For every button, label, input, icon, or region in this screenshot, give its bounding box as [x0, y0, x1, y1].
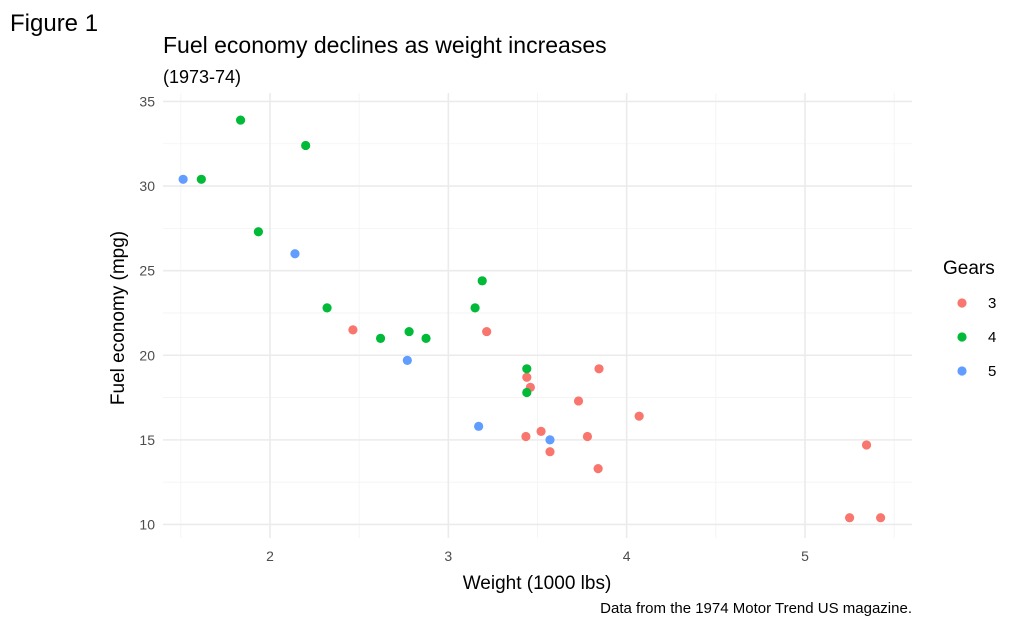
- data-point-gear-5: [402, 355, 412, 365]
- data-point-gear-4: [235, 115, 246, 125]
- data-point-gear-3: [348, 325, 358, 335]
- legend: Gears 3 4 5: [943, 258, 996, 380]
- legend-label-5: 5: [988, 363, 996, 380]
- data-point-gear-3: [634, 411, 644, 421]
- data-point-gear-4: [196, 174, 206, 184]
- data-point-gear-4: [253, 227, 264, 237]
- data-point-gear-5: [178, 174, 188, 184]
- y-tick-label: 35: [139, 93, 155, 109]
- data-point-gear-3: [593, 464, 603, 474]
- y-axis-title: Fuel economy (mpg): [108, 231, 129, 405]
- y-tick-label: 15: [139, 432, 155, 448]
- data-point-gear-3: [482, 326, 492, 337]
- figure-label: Figure 1: [10, 10, 99, 37]
- data-point-gear-5: [545, 435, 555, 445]
- chart-title: Fuel economy declines as weight increase…: [163, 32, 607, 58]
- y-tick-label: 30: [139, 178, 155, 194]
- data-point-gear-4: [421, 333, 431, 343]
- data-point-gear-5: [290, 249, 300, 259]
- data-point-gear-3: [536, 426, 546, 437]
- data-point-gear-3: [844, 513, 855, 523]
- data-point-gear-4: [522, 364, 532, 374]
- legend-key-4: [957, 332, 967, 342]
- x-axis-title: Weight (1000 lbs): [463, 573, 612, 594]
- data-point-gear-3: [522, 372, 532, 382]
- data-point-gear-4: [470, 303, 480, 313]
- data-point-gear-5: [474, 421, 484, 431]
- chart-subtitle: (1973-74): [163, 67, 242, 87]
- y-tick-labels: 10 15 20 25 30 35: [139, 93, 155, 532]
- data-points: [178, 115, 886, 523]
- data-point-gear-3: [876, 513, 886, 523]
- x-tick-label: 4: [623, 548, 631, 564]
- data-point-gear-4: [375, 333, 386, 343]
- data-point-gear-4: [322, 303, 332, 313]
- y-tick-label: 10: [139, 516, 155, 532]
- legend-label-3: 3: [988, 295, 996, 312]
- legend-label-4: 4: [988, 329, 996, 346]
- legend-key-5: [957, 366, 967, 376]
- data-point-gear-3: [861, 440, 872, 450]
- data-point-gear-4: [301, 140, 311, 151]
- data-point-gear-3: [594, 364, 604, 374]
- chart-caption: Data from the 1974 Motor Trend US magazi…: [600, 600, 912, 617]
- legend-title: Gears: [943, 258, 995, 279]
- data-point-gear-3: [582, 431, 593, 442]
- data-point-gear-4: [477, 276, 487, 286]
- data-point-gear-4: [404, 326, 414, 337]
- data-point-gear-4: [522, 387, 532, 398]
- x-tick-label: 2: [266, 548, 274, 564]
- x-tick-labels: 2 3 4 5: [266, 548, 809, 564]
- grid-lines: [163, 93, 912, 538]
- y-tick-label: 20: [139, 347, 155, 363]
- legend-key-3: [957, 298, 967, 308]
- x-tick-label: 3: [444, 548, 452, 564]
- data-point-gear-3: [521, 431, 531, 442]
- data-point-gear-3: [545, 447, 555, 457]
- x-tick-label: 5: [801, 548, 809, 564]
- data-point-gear-3: [573, 396, 584, 406]
- y-tick-label: 25: [139, 263, 155, 279]
